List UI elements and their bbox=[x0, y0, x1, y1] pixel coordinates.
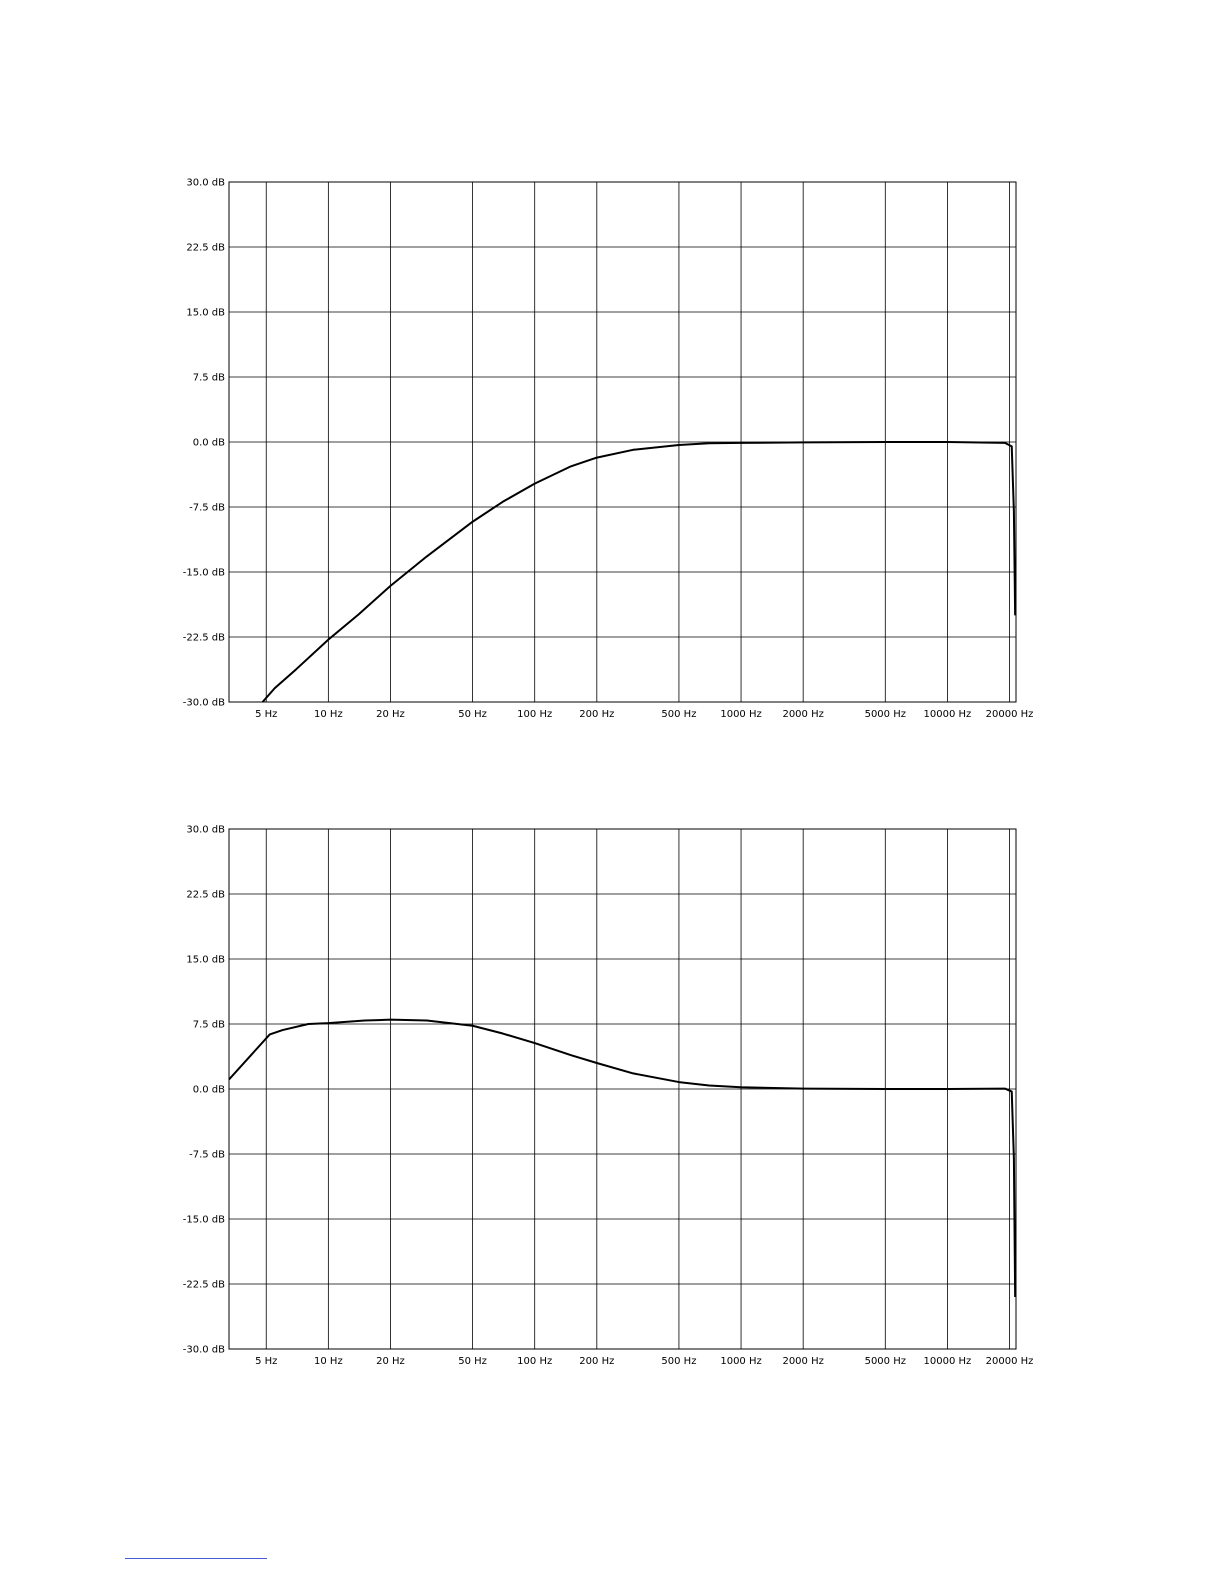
bottom-y-tick-label: 30.0 dB bbox=[186, 825, 225, 836]
bottom-x-tick-label: 5000 Hz bbox=[865, 1356, 906, 1367]
top-x-tick-label: 20 Hz bbox=[376, 709, 405, 720]
bottom-y-tick-label: 0.0 dB bbox=[193, 1085, 225, 1096]
bottom-plot-frame bbox=[228, 828, 1017, 1350]
top-x-tick-label: 500 Hz bbox=[661, 709, 696, 720]
top-x-tick-label: 100 Hz bbox=[517, 709, 552, 720]
chart-top-svg: 30.0 dB 22.5 dB 15.0 dB 7.5 dB 0.0 dB -7.5 dB… bbox=[183, 178, 1034, 721]
chart-bottom-svg: 30.0 dB 22.5 dB 15.0 dB 7.5 dB 0.0 dB -7.5 dB… bbox=[183, 825, 1034, 1368]
footnote-rule bbox=[125, 1558, 267, 1559]
bottom-x-tick-label: 50 Hz bbox=[458, 1356, 487, 1367]
bottom-x-tick-label: 20000 Hz bbox=[986, 1356, 1034, 1367]
top-x-tick-label: 50 Hz bbox=[458, 709, 487, 720]
bottom-x-tick-label: 20 Hz bbox=[376, 1356, 405, 1367]
top-response-curve bbox=[261, 441, 1017, 703]
top-y-tick-label: 0.0 dB bbox=[193, 438, 225, 449]
bottom-y-tick-label: -30.0 dB bbox=[183, 1345, 225, 1356]
bottom-y-tick-label: 22.5 dB bbox=[186, 890, 225, 901]
top-x-tick-label: 5000 Hz bbox=[865, 709, 906, 720]
top-x-tick-label: 1000 Hz bbox=[720, 709, 761, 720]
bottom-x-tick-label: 2000 Hz bbox=[782, 1356, 823, 1367]
top-y-tick-label: -15.0 dB bbox=[183, 568, 225, 579]
top-y-tick-label: -7.5 dB bbox=[189, 503, 225, 514]
bottom-x-tick-label: 1000 Hz bbox=[720, 1356, 761, 1367]
top-x-tick-label: 2000 Hz bbox=[782, 709, 823, 720]
top-y-tick-label: 30.0 dB bbox=[186, 178, 225, 189]
top-y-tick-label: -22.5 dB bbox=[183, 633, 225, 644]
bottom-x-tick-label: 100 Hz bbox=[517, 1356, 552, 1367]
top-y-tick-label: -30.0 dB bbox=[183, 698, 225, 709]
bottom-response-curve bbox=[229, 1018, 1017, 1298]
top-x-tick-label: 20000 Hz bbox=[986, 709, 1034, 720]
top-y-tick-label: 22.5 dB bbox=[186, 243, 225, 254]
top-x-tick-label: 5 Hz bbox=[255, 709, 277, 720]
bottom-y-tick-label: -22.5 dB bbox=[183, 1280, 225, 1291]
top-y-tick-label: 15.0 dB bbox=[186, 308, 225, 319]
top-plot-frame bbox=[228, 181, 1017, 703]
bottom-x-tick-label: 200 Hz bbox=[579, 1356, 614, 1367]
top-x-tick-label: 200 Hz bbox=[579, 709, 614, 720]
bottom-y-tick-label: -15.0 dB bbox=[183, 1215, 225, 1226]
top-x-tick-label: 10000 Hz bbox=[924, 709, 972, 720]
frequency-response-chart-bottom: 30.0 dB 22.5 dB 15.0 dB 7.5 dB 0.0 dB -7.5 dB… bbox=[0, 807, 1224, 1407]
bottom-x-tick-label: 10000 Hz bbox=[924, 1356, 972, 1367]
top-y-tick-label: 7.5 dB bbox=[193, 373, 225, 384]
bottom-x-tick-label: 5 Hz bbox=[255, 1356, 277, 1367]
frequency-response-chart-top: 30.0 dB 22.5 dB 15.0 dB 7.5 dB 0.0 dB -7.5 dB… bbox=[0, 160, 1224, 760]
bottom-y-tick-label: 7.5 dB bbox=[193, 1020, 225, 1031]
bottom-y-tick-label: -7.5 dB bbox=[189, 1150, 225, 1161]
bottom-x-tick-label: 500 Hz bbox=[661, 1356, 696, 1367]
top-x-tick-label: 10 Hz bbox=[314, 709, 343, 720]
bottom-x-tick-label: 10 Hz bbox=[314, 1356, 343, 1367]
bottom-y-tick-label: 15.0 dB bbox=[186, 955, 225, 966]
